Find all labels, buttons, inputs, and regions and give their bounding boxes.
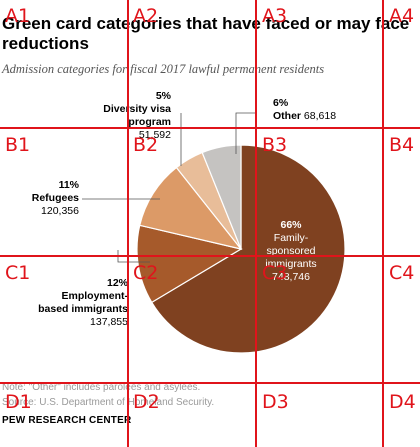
label-diversity-line-0: 5% [156, 90, 172, 102]
pie-slice-1 [136, 224, 243, 304]
label-diversity-line-3: 51,592 [139, 129, 171, 141]
label-other-value: 68,618 [301, 110, 336, 122]
chart-subtitle: Admission categories for fiscal 2017 law… [2, 62, 325, 76]
label-employment-line-2: based immigrants [38, 303, 128, 315]
grid-cell-label-D2: D2 [133, 391, 160, 413]
grid-cell-label-C2: C2 [133, 262, 159, 284]
grid-cell-label-B1: B1 [5, 134, 31, 156]
leader-employment [117, 250, 150, 263]
label-other-line-1: Other [273, 110, 301, 122]
label-employment-line-0: 12% [107, 277, 129, 289]
chart-source: Source: U.S. Department of Homeland Secu… [2, 397, 215, 408]
leader-other [235, 112, 257, 154]
label-refugees-line-1: Refugees [32, 192, 79, 204]
label-family-line-3: immigrants [265, 258, 316, 270]
label-employment-line-3: 137,855 [90, 316, 128, 328]
label-refugees: 11% Refugees 120,356 [32, 179, 80, 217]
grid-cell-label-B4: B4 [389, 134, 415, 156]
label-diversity-line-2: program [128, 116, 171, 128]
grid-cell-label-D4: D4 [389, 391, 416, 413]
chart-title: Green card categories that have faced or… [2, 14, 410, 53]
label-family-line-0: 66% [280, 219, 302, 231]
pie-slice-2 [139, 166, 243, 250]
grid-cell-label-B3: B3 [262, 134, 288, 156]
chart-note: Note: "Other" includes parolees and asyl… [2, 382, 201, 393]
grid-hline-1 [0, 255, 420, 257]
label-other-line-0: 6% [273, 97, 289, 109]
pie-slice-0 [150, 144, 346, 354]
grid-vline-2 [382, 0, 384, 447]
label-family: 66% Family-sponsored immigrants 748,746 [265, 219, 316, 283]
grid-cell-label-A3: A3 [262, 5, 288, 27]
label-other: 6% Other 68,618 [273, 97, 336, 122]
grid-vline-0 [127, 0, 129, 447]
label-refugees-line-2: 120,356 [41, 205, 79, 217]
pie-slice-4 [201, 144, 242, 250]
label-diversity-line-1: Diversity visa [103, 103, 171, 115]
label-diversity: 5% Diversity visa program 51,592 [103, 90, 171, 141]
label-employment: 12% Employment-based immigrants 137,855 [38, 277, 129, 328]
grid-cell-label-C4: C4 [389, 262, 415, 284]
grid-cell-label-A1: A1 [5, 5, 31, 27]
label-family-line-4: 748,746 [272, 271, 310, 283]
label-family-line-1: Family- [274, 232, 309, 244]
grid-cell-label-C1: C1 [5, 262, 31, 284]
grid-hline-2 [0, 382, 420, 384]
grid-cell-label-A4: A4 [389, 5, 415, 27]
grid-cell-label-A2: A2 [133, 5, 159, 27]
grid-cell-label-C3: C3 [262, 262, 288, 284]
label-family-line-2: sponsored [266, 245, 315, 257]
grid-vline-1 [255, 0, 257, 447]
label-refugees-line-0: 11% [59, 179, 80, 191]
grid-cell-label-D3: D3 [262, 391, 289, 413]
grid-cell-label-B2: B2 [133, 134, 159, 156]
brand-logo-text: PEW RESEARCH CENTER [2, 415, 132, 426]
grid-cell-label-D1: D1 [5, 391, 32, 413]
label-employment-line-1: Employment- [61, 290, 128, 302]
grid-hline-0 [0, 127, 420, 129]
